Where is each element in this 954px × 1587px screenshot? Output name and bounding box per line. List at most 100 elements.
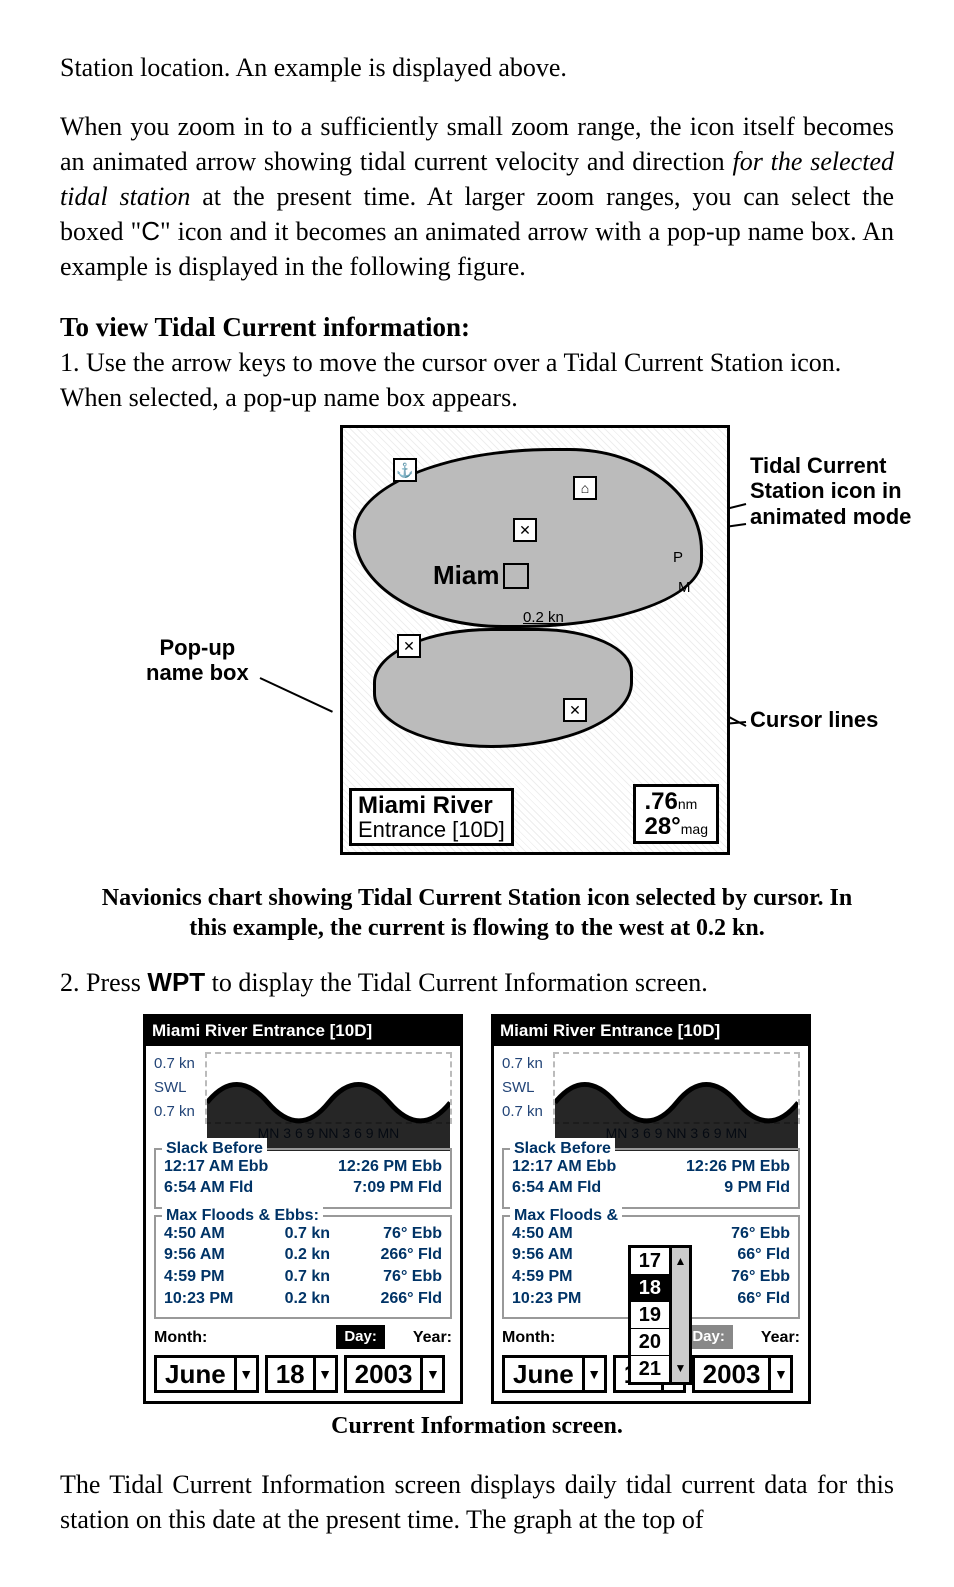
m4d: 266° Fld xyxy=(352,1288,442,1310)
annot-popup-l1: Pop-up xyxy=(146,635,249,660)
date-labels-left: Month: Day: Year: xyxy=(154,1325,452,1349)
screen-right: Miami River Entrance [10D] 0.7 kn SWL 0.… xyxy=(491,1014,811,1404)
gr2: SWL xyxy=(502,1076,543,1100)
lbl-day-l: Day: xyxy=(336,1325,385,1349)
year-select-r[interactable]: 2003▼ xyxy=(692,1355,794,1393)
day-val-l: 18 xyxy=(268,1358,313,1390)
s2l: 6:54 AM Fld xyxy=(164,1177,253,1199)
lbl-year-r: Year: xyxy=(761,1327,800,1349)
p2-e: " icon and it becomes an animated arrow … xyxy=(60,217,894,281)
m4dr: 66° Fld xyxy=(700,1288,790,1310)
lbl-month-l: Month: xyxy=(154,1327,207,1349)
day-dropdown-open[interactable]: 17 ▲ 18 19 20 21▼ xyxy=(628,1245,692,1385)
chart-screenshot: ⚓ ⌂ ✕ ✕ ✕ P M Miam 0.2 kn Miami River En… xyxy=(340,425,730,855)
dd-opt-19[interactable]: 19 xyxy=(631,1301,669,1328)
chevron-up-icon[interactable]: ▲ xyxy=(669,1248,689,1274)
m2dr: 66° Fld xyxy=(700,1244,790,1266)
graph-labels-right: 0.7 kn SWL 0.7 kn xyxy=(502,1052,543,1124)
year-val-l: 2003 xyxy=(347,1358,421,1390)
nm-big: .76 xyxy=(644,788,677,815)
scroll-track-3[interactable] xyxy=(669,1328,689,1355)
dd-row-21: 21▼ xyxy=(631,1355,689,1382)
caption-fig1: Navionics chart showing Tidal Current St… xyxy=(60,883,894,943)
graph-row-left: 0.7 kn SWL 0.7 kn MN 3 6 9 NN 3 6 9 MN xyxy=(154,1052,452,1141)
step2-a: 2. Press xyxy=(60,968,147,997)
screen-left-title: Miami River Entrance [10D] xyxy=(146,1017,460,1046)
m4t: 10:23 PM xyxy=(164,1288,250,1310)
dd-opt-20[interactable]: 20 xyxy=(631,1328,669,1355)
tide-graph-left xyxy=(205,1052,452,1124)
graph-container-right: MN 3 6 9 NN 3 6 9 MN xyxy=(553,1052,800,1141)
date-selectors-left: June▼ 18▼ 2003▼ xyxy=(154,1355,452,1393)
m1dr: 76° Ebb xyxy=(700,1223,790,1245)
scroll-track-2[interactable] xyxy=(669,1301,689,1328)
popup-l2: Entrance [10D] xyxy=(358,818,505,841)
sr2l: 6:54 AM Fld xyxy=(512,1177,601,1199)
chevron-down-icon[interactable]: ▼ xyxy=(582,1358,604,1390)
month-select-r[interactable]: June▼ xyxy=(502,1355,607,1393)
dd-opt-18[interactable]: 18 xyxy=(631,1274,669,1301)
chevron-down-icon[interactable]: ▼ xyxy=(669,1355,689,1382)
chevron-down-icon[interactable]: ▼ xyxy=(420,1358,442,1390)
s2r: 7:09 PM Fld xyxy=(353,1177,442,1199)
dd-opt-21[interactable]: 21 xyxy=(631,1355,669,1382)
year-val-r: 2003 xyxy=(695,1358,769,1390)
gl2: SWL xyxy=(154,1076,195,1100)
m3dr: 76° Ebb xyxy=(700,1266,790,1288)
figure-screens-wrap: Miami River Entrance [10D] 0.7 kn SWL 0.… xyxy=(60,1014,894,1404)
slack-row2-left: 6:54 AM Fld 7:09 PM Fld xyxy=(164,1177,442,1199)
step-2: 2. Press WPT to display the Tidal Curren… xyxy=(60,965,894,1000)
line-popup xyxy=(260,677,333,713)
scroll-track-1[interactable] xyxy=(669,1274,689,1301)
lbl-month-r: Month: xyxy=(502,1327,555,1349)
popup-name-box: Miami River Entrance [10D] xyxy=(349,788,514,846)
kn-label: 0.2 kn xyxy=(523,608,564,628)
m2tr: 9:56 AM xyxy=(512,1244,598,1266)
distance-badge: .76nm 28°mag xyxy=(633,784,719,844)
dd-row-20: 20 xyxy=(631,1328,689,1355)
step-1: 1. Use the arrow keys to move the cursor… xyxy=(60,345,894,415)
nm-deg: 28° xyxy=(644,813,680,840)
screen-left-body: 0.7 kn SWL 0.7 kn MN 3 6 9 NN 3 6 9 MN S… xyxy=(146,1046,460,1401)
step2-c: to display the Tidal Current Information… xyxy=(205,968,708,997)
chevron-down-icon[interactable]: ▼ xyxy=(768,1358,790,1390)
graph-labels-left: 0.7 kn SWL 0.7 kn xyxy=(154,1052,195,1124)
month-select-l[interactable]: June▼ xyxy=(154,1355,259,1393)
group-slack-label-right: Slack Before xyxy=(510,1138,615,1160)
graph-container-left: MN 3 6 9 NN 3 6 9 MN xyxy=(205,1052,452,1141)
month-val-l: June xyxy=(157,1358,234,1390)
dd-top-row: 17 ▲ xyxy=(631,1248,689,1274)
group-max-left: Max Floods & Ebbs: 4:50 AM0.7 kn76° Ebb … xyxy=(154,1215,452,1319)
chart-icon-5: ✕ xyxy=(563,698,587,722)
marker-p: P xyxy=(673,548,683,568)
group-max-label-right: Max Floods & xyxy=(510,1205,622,1227)
caption-fig2: Current Information screen. xyxy=(60,1410,894,1442)
year-select-l[interactable]: 2003▼ xyxy=(344,1355,446,1393)
popup-l1: Miami River xyxy=(358,793,505,818)
wpt-key: WPT xyxy=(147,967,205,997)
nm-mag: mag xyxy=(681,821,708,837)
chart-icon-3: ✕ xyxy=(513,518,537,542)
chevron-down-icon[interactable]: ▼ xyxy=(234,1358,256,1390)
gr3: 0.7 kn xyxy=(502,1100,543,1124)
m3k: 0.7 kn xyxy=(268,1266,334,1288)
screen-left: Miami River Entrance [10D] 0.7 kn SWL 0.… xyxy=(143,1014,463,1404)
s1r: 12:26 PM Ebb xyxy=(338,1156,442,1178)
day-select-l[interactable]: 18▼ xyxy=(265,1355,338,1393)
m3tr: 4:59 PM xyxy=(512,1266,598,1288)
gl3: 0.7 kn xyxy=(154,1100,195,1124)
m2t: 9:56 AM xyxy=(164,1244,250,1266)
group-slack-right: Slack Before 12:17 AM Ebb 12:26 PM Ebb 6… xyxy=(502,1148,800,1209)
m4k: 0.2 kn xyxy=(268,1288,334,1310)
annot-cursor-lines: Cursor lines xyxy=(750,707,878,732)
dd-row-19: 19 xyxy=(631,1301,689,1328)
arrow-icon xyxy=(503,563,529,589)
chart-icon-1: ⚓ xyxy=(393,458,417,482)
dd-val-17[interactable]: 17 xyxy=(631,1248,669,1274)
chevron-down-icon[interactable]: ▼ xyxy=(313,1358,335,1390)
lbl-year-l: Year: xyxy=(413,1327,452,1349)
sr2r: 9 PM Fld xyxy=(724,1177,790,1199)
nm-unit: nm xyxy=(678,796,697,812)
p2-c-letter: C xyxy=(141,216,160,246)
mrow4-l: 10:23 PM 0.2 kn 266° Fld xyxy=(164,1288,442,1310)
